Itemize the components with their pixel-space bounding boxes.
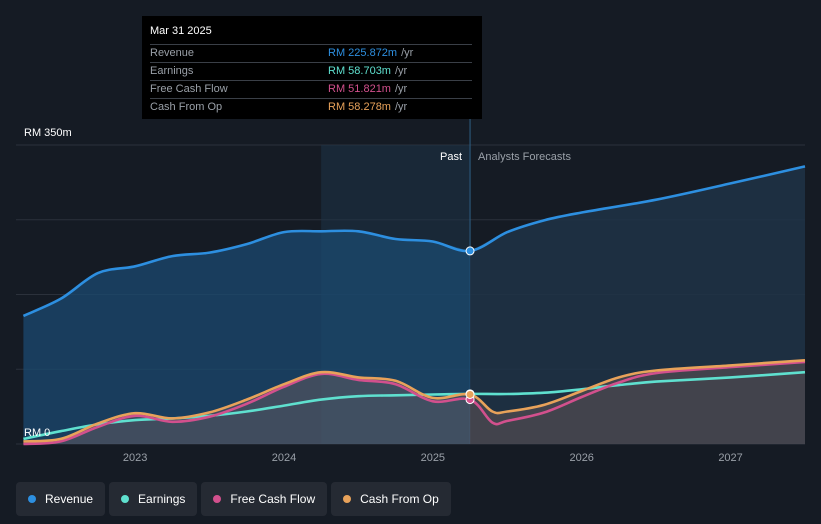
cash-from-op-marker [465,389,475,399]
legend-label: Revenue [45,492,94,506]
tooltip: Mar 31 2025 Revenue RM 225.872m/yr Earning… [142,16,482,119]
legend-dot-icon [121,495,130,503]
legend-label: Earnings [138,492,186,506]
legend-dot-icon [213,495,222,503]
tooltip-row-value: RM 58.703m [328,65,391,77]
y-axis-zero-label: RM 0 [24,427,50,439]
tooltip-row-unit: /yr [394,101,408,113]
axis-labels: RM 350m RM 0 2023 2024 2025 2026 2027 Past Analy… [24,127,743,464]
revenue-marker [465,246,475,256]
legend-item-cash-from-op[interactable]: Cash From Op [331,482,451,516]
revenue-line [22,165,806,318]
x-tick-label: 2025 [421,452,445,464]
legend-dot-icon [28,495,36,503]
tooltip-row-unit: /yr [401,47,414,59]
legend: Revenue Earnings Free Cash Flow Cash From O… [16,482,451,516]
legend-item-free-cash-flow[interactable]: Free Cash Flow [201,482,328,516]
legend-item-revenue[interactable]: Revenue [16,482,106,516]
tooltip-row: Free Cash Flow RM 51.821m/yr [150,80,472,98]
legend-dot-icon [343,495,352,503]
x-tick-label: 2027 [718,452,742,464]
tooltip-row: Revenue RM 225.872m/yr [150,44,472,62]
free-cash-flow-line [23,360,806,446]
hover-markers [465,246,475,405]
tooltip-row: Cash From Op RM 58.278m/yr [150,98,472,116]
tooltip-row-name: Cash From Op [150,101,223,113]
tooltip-row-value: RM 58.278m [328,101,391,113]
legend-label: Cash From Op [360,492,439,506]
earnings-line [23,370,806,441]
x-tick-label: 2026 [569,452,593,464]
tooltip-row-unit: /yr [394,65,408,77]
tooltip-row-value: RM 225.872m [328,47,398,59]
chart-area: RM 350m RM 0 2023 2024 2025 2026 2027 Past Analy… [16,119,806,464]
cash-from-op-line [23,359,806,443]
x-tick-label: 2023 [123,452,147,464]
tooltip-row-name: Revenue [150,47,195,59]
series-lines [22,165,806,446]
forecast-label: Analysts Forecasts [478,151,571,163]
x-tick-label: 2024 [272,452,296,464]
tooltip-row-name: Free Cash Flow [150,83,228,95]
revenue-area-past [23,230,471,444]
revenue-area-forecast [470,166,805,444]
legend-item-earnings[interactable]: Earnings [109,482,198,516]
legend-label: Free Cash Flow [230,492,316,506]
tooltip-date: Mar 31 2025 [150,25,212,37]
past-label: Past [440,151,462,163]
y-axis-top-label: RM 350m [24,127,72,139]
tooltip-row-unit: /yr [394,83,408,95]
tooltip-row-value: RM 51.821m [328,83,391,95]
tooltip-row: Earnings RM 58.703m/yr [150,62,472,80]
tooltip-row-name: Earnings [150,65,194,77]
